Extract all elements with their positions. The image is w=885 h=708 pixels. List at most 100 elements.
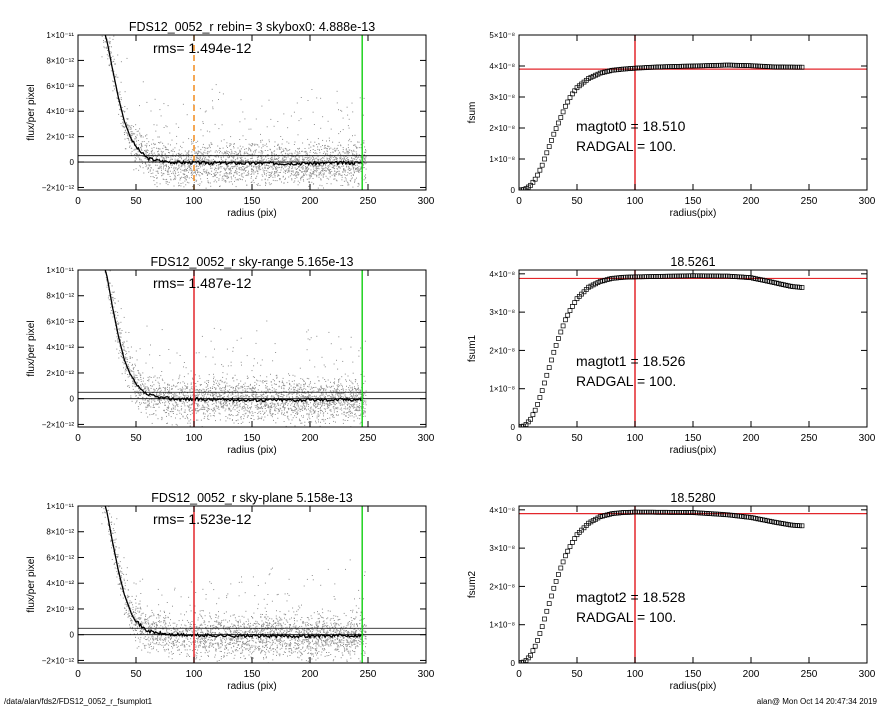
scatter-point [175, 123, 177, 125]
scatter-point [163, 394, 165, 395]
scatter-point [287, 415, 289, 417]
scatter-point [329, 158, 331, 160]
scatter-point [192, 172, 194, 174]
scatter-point [311, 160, 313, 162]
scatter-point [336, 180, 338, 182]
scatter-point [189, 167, 191, 169]
scatter-point [204, 407, 206, 409]
scatter-point [106, 54, 108, 56]
scatter-point [341, 384, 343, 386]
scatter-point [112, 38, 114, 40]
scatter-point [236, 385, 237, 387]
scatter-point [113, 70, 115, 72]
scatter-point [279, 407, 281, 409]
scatter-point [318, 165, 320, 166]
scatter-point [168, 156, 170, 158]
scatter-point [322, 176, 324, 178]
scatter-point [358, 389, 360, 391]
scatter-point [236, 154, 238, 155]
scatter-point [151, 414, 153, 415]
scatter-point [192, 186, 194, 188]
scatter-point [167, 156, 169, 158]
scatter-point [298, 389, 300, 390]
scatter-point [281, 143, 283, 145]
scatter-point [302, 168, 304, 170]
scatter-point [183, 395, 185, 397]
scatter-point [150, 167, 152, 169]
scatter-point [195, 160, 197, 162]
scatter-point [106, 284, 108, 286]
scatter-point [271, 390, 273, 392]
scatter-point [357, 417, 359, 419]
scatter-point [255, 167, 257, 169]
scatter-point [123, 127, 125, 129]
scatter-point [170, 158, 172, 160]
scatter-point [335, 408, 337, 410]
scatter-point [172, 413, 174, 414]
scatter-point [176, 135, 178, 137]
scatter-point [269, 160, 271, 162]
scatter-point [199, 175, 201, 177]
scatter-point [297, 388, 299, 390]
scatter-point [162, 402, 164, 404]
scatter-point [283, 384, 285, 386]
scatter-point [169, 392, 171, 394]
scatter-point [155, 164, 157, 166]
scatter-point [232, 378, 234, 379]
scatter-point [359, 423, 361, 425]
scatter-point [106, 286, 108, 288]
scatter-point [365, 156, 367, 157]
scatter-point [220, 140, 222, 142]
scatter-point [246, 375, 248, 377]
scatter-point [260, 168, 262, 170]
scatter-point [363, 179, 365, 181]
scatter-point [296, 383, 298, 385]
scatter-point [351, 157, 353, 159]
scatter-point [196, 158, 198, 160]
scatter-point [125, 350, 127, 352]
scatter-point [158, 136, 160, 138]
scatter-point [248, 174, 250, 176]
scatter-point [124, 126, 126, 128]
scatter-point [296, 154, 297, 156]
scatter-point [174, 170, 175, 172]
scatter-point [155, 404, 157, 406]
scatter-point [306, 403, 308, 405]
scatter-point [228, 403, 230, 404]
scatter-point [316, 169, 318, 171]
scatter-point [272, 176, 274, 178]
scatter-point [186, 405, 188, 407]
scatter-point [290, 422, 292, 424]
scatter-point [343, 165, 344, 167]
scatter-point [233, 146, 234, 148]
scatter-point [183, 159, 185, 161]
scatter-point [155, 410, 157, 412]
scatter-point [182, 388, 184, 390]
scatter-point [186, 175, 188, 177]
scatter-point [275, 168, 277, 170]
scatter-point [242, 176, 244, 178]
scatter-point [255, 342, 257, 344]
scatter-point [172, 398, 174, 400]
scatter-point [267, 388, 269, 390]
scatter-point [109, 46, 111, 48]
scatter-point [262, 151, 264, 153]
scatter-point [297, 396, 299, 398]
scatter-point [243, 166, 245, 168]
scatter-point [350, 175, 352, 177]
scatter-point [150, 385, 151, 387]
scatter-point [164, 394, 166, 396]
scatter-point [309, 418, 311, 420]
scatter-point [163, 409, 165, 411]
scatter-point [110, 52, 112, 54]
scatter-point [134, 383, 136, 385]
scatter-point [235, 387, 236, 389]
scatter-point [247, 401, 249, 403]
scatter-point [340, 160, 342, 161]
scatter-point [106, 33, 107, 34]
scatter-point [151, 149, 153, 151]
scatter-point [261, 408, 263, 410]
scatter-point [327, 406, 329, 408]
scatter-point [338, 141, 340, 143]
scatter-point [315, 170, 316, 172]
